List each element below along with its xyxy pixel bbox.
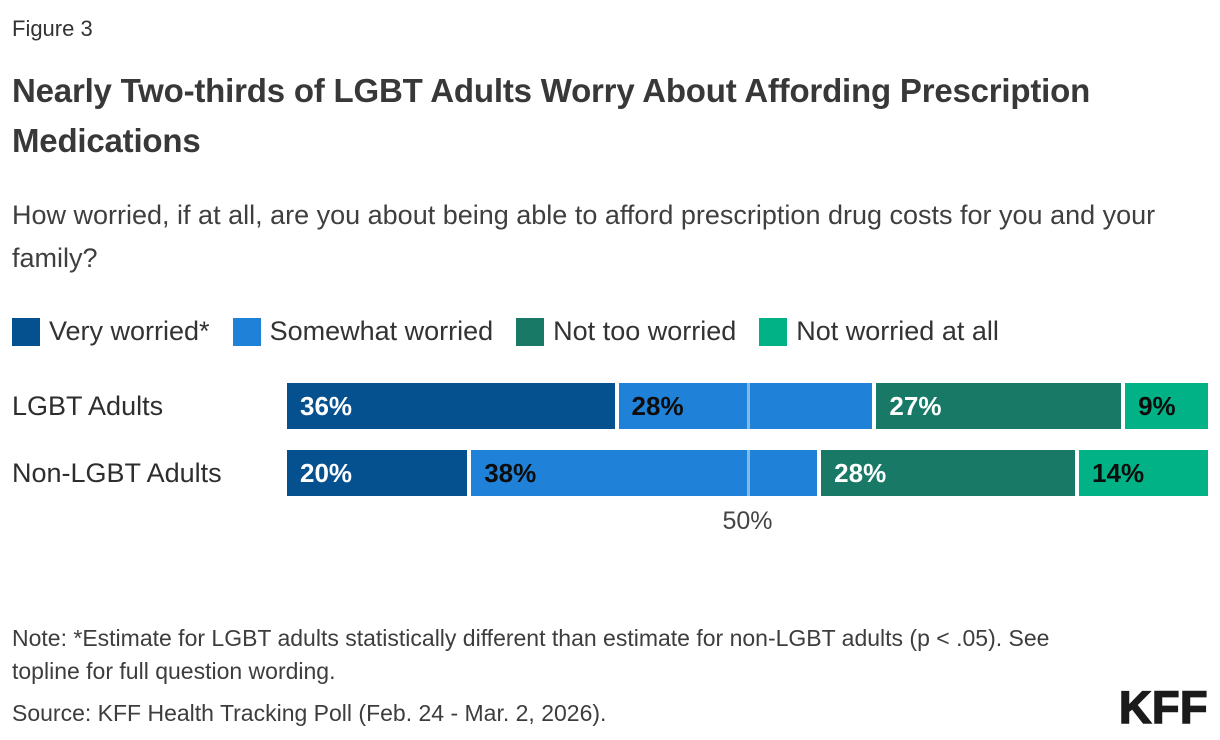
bar-stack: 20% 38% 28% 14%: [287, 450, 1208, 496]
legend-swatch-icon: [232, 317, 261, 346]
axis-tick-label-50: 50%: [722, 507, 773, 535]
bar-row: LGBT Adults 36% 28% 27% 9%: [12, 383, 1208, 429]
legend-item-label: Very worried*: [49, 316, 210, 346]
bar-segment: 36%: [287, 383, 619, 429]
x-axis: 50%: [287, 506, 1208, 536]
bar-segment-value-label: 9%: [1138, 390, 1176, 421]
chart-legend: Very worried* Somewhat worried Not too wor…: [12, 316, 1208, 347]
legend-swatch-icon: [12, 317, 40, 346]
kff-logo: KFF: [1118, 682, 1208, 733]
source-text: Source: KFF Health Tracking Poll (Feb. 2…: [12, 700, 607, 726]
bar-segment: 28%: [618, 383, 877, 429]
chart-title: Nearly Two-thirds of LGBT Adults Worry A…: [12, 72, 1091, 159]
bar-segment: 27%: [876, 383, 1126, 429]
legend-item-1: Very worried*: [12, 316, 210, 347]
legend-item-label: Not worried at all: [796, 316, 999, 346]
legend-item-label: Not too worried: [553, 316, 737, 346]
bar-segment: 28%: [821, 450, 1080, 496]
legend-swatch-icon: [516, 317, 545, 346]
figure-label: Figure 3: [12, 16, 93, 41]
bar-segment-value-label: 28%: [834, 457, 887, 488]
category-label: Non-LGBT Adults: [12, 457, 222, 488]
bar-segment: 9%: [1125, 383, 1208, 429]
bar-segment-value-label: 36%: [300, 390, 353, 421]
legend-swatch-icon: [759, 317, 788, 346]
note-text: Note: *Estimate for LGBT adults statisti…: [12, 625, 1050, 684]
chart-rows: LGBT Adults 36% 28% 27% 9% Non-LGBT Adults 20%…: [12, 383, 1208, 496]
bar-segment: 20%: [287, 450, 472, 496]
stacked-bar-chart: LGBT Adults 36% 28% 27% 9% Non-LGBT Adults 20%…: [12, 383, 1208, 536]
legend-item-label: Somewhat worried: [269, 316, 494, 346]
bar-segment-value-label: 27%: [889, 390, 942, 421]
legend-item-3: Not too worried: [516, 316, 736, 347]
bar-segment: 38%: [471, 450, 822, 496]
bar-segment: 14%: [1079, 450, 1208, 496]
bar-row: Non-LGBT Adults 20% 38% 28% 14%: [12, 450, 1208, 496]
bar-segment-value-label: 14%: [1092, 457, 1145, 488]
bar-segment-value-label: 28%: [631, 390, 684, 421]
legend-item-4: Not worried at all: [759, 316, 999, 347]
bar-segment-value-label: 20%: [300, 457, 353, 488]
bar-stack: 36% 28% 27% 9%: [287, 383, 1208, 429]
legend-item-2: Somewhat worried: [232, 316, 494, 347]
category-label: LGBT Adults: [12, 390, 164, 421]
bar-segment-value-label: 38%: [484, 457, 537, 488]
chart-subtitle-question: How worried, if at all, are you about be…: [12, 200, 1156, 273]
